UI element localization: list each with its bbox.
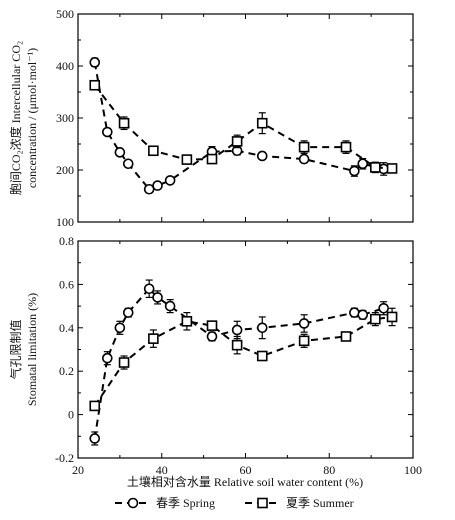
y-axis-label: 胞间CO₂浓度 Intercellular CO₂ [8, 41, 23, 195]
data-point-summer [118, 117, 130, 129]
legend-square-marker [257, 497, 268, 509]
data-point-spring [256, 322, 268, 334]
data-point-summer [298, 141, 310, 153]
series-line-spring [93, 287, 384, 439]
data-point-summer [386, 311, 398, 323]
data-point-spring [298, 318, 310, 329]
data-point-spring [143, 283, 155, 295]
data-point-spring [206, 331, 218, 342]
data-point-spring [357, 158, 369, 170]
data-point-summer [148, 333, 159, 344]
data-point-summer [148, 145, 159, 157]
x-tick-label: 40 [156, 463, 168, 477]
y-tick-label: 0 [68, 408, 74, 422]
data-point-spring [256, 150, 268, 162]
data-point-spring [164, 175, 176, 186]
data-point-spring [349, 307, 360, 318]
x-tick-label: 100 [404, 463, 422, 477]
series-line-spring [93, 62, 384, 191]
data-point-summer [340, 141, 352, 153]
data-point-summer [118, 357, 130, 368]
panel-intercellular-co2: 100 200 300 400 500 胞间CO₂浓度 Intercellular CO₂… [8, 7, 414, 229]
data-point-spring [378, 302, 389, 314]
data-point-spring [114, 147, 126, 158]
data-point-spring [298, 153, 310, 165]
y-tick-label: 0.2 [59, 364, 74, 378]
data-point-summer [370, 162, 381, 173]
legend-label-spring: 春季 Spring [156, 496, 215, 510]
data-point-spring [349, 165, 360, 177]
y-tick-label: 500 [56, 7, 74, 21]
data-point-spring [152, 292, 163, 303]
data-point-spring [89, 57, 101, 68]
y-axis-label: 气孔限制值 [8, 319, 23, 379]
data-point-spring [164, 300, 176, 312]
y-tick-label: 300 [56, 111, 74, 125]
data-point-spring [357, 309, 369, 321]
data-point-spring [122, 307, 134, 318]
legend-label-summer: 夏季 Summer [286, 496, 354, 510]
data-point-summer [89, 400, 101, 412]
legend-circle-marker [127, 497, 139, 509]
data-point-summer [298, 335, 310, 347]
data-point-summer [256, 350, 268, 362]
y-tick-label: -0.2 [55, 451, 74, 465]
series-line-summer [93, 315, 393, 407]
data-point-spring [152, 180, 163, 191]
series-line-summer [93, 84, 393, 170]
y-tick-label: 0.8 [59, 234, 74, 248]
data-point-summer [206, 153, 218, 165]
y-tick-label: 200 [56, 163, 74, 177]
data-point-summer [256, 117, 268, 129]
data-point-spring [143, 183, 155, 195]
data-point-summer [206, 320, 218, 331]
data-point-summer [386, 163, 398, 174]
data-point-spring [89, 433, 101, 444]
y-axis-label: Stomatal limitation (%) [25, 293, 39, 406]
data-point-spring [114, 322, 126, 334]
x-tick-label: 20 [72, 463, 84, 477]
data-point-summer [181, 154, 193, 165]
y-axis-label: concentration / (μmol·mol⁻¹) [25, 48, 39, 188]
data-point-summer [231, 136, 243, 147]
y-tick-label: 0.6 [59, 277, 74, 291]
data-point-summer [231, 339, 243, 351]
data-point-summer [370, 313, 381, 325]
y-tick-label: 100 [56, 215, 74, 229]
data-point-spring [102, 126, 113, 138]
data-point-spring [122, 158, 134, 170]
x-tick-label: 60 [240, 463, 252, 477]
panel-stomatal-limitation: -0.2 0 0.2 0.4 0.6 0.8 20 40 60 80 100 气孔限制值 Stomata… [8, 234, 422, 477]
legend: 春季 Spring 夏季 Summer [115, 496, 354, 510]
data-point-spring [102, 352, 113, 364]
data-point-summer [340, 331, 352, 342]
y-tick-label: 400 [56, 59, 74, 73]
x-axis-label: 土壤相对含水量 Relative soil water content (%) [127, 474, 363, 489]
x-tick-label: 80 [323, 463, 335, 477]
data-point-summer [181, 315, 193, 327]
y-tick-label: 0.4 [59, 321, 74, 335]
data-point-spring [231, 324, 243, 336]
data-point-summer [89, 79, 101, 91]
